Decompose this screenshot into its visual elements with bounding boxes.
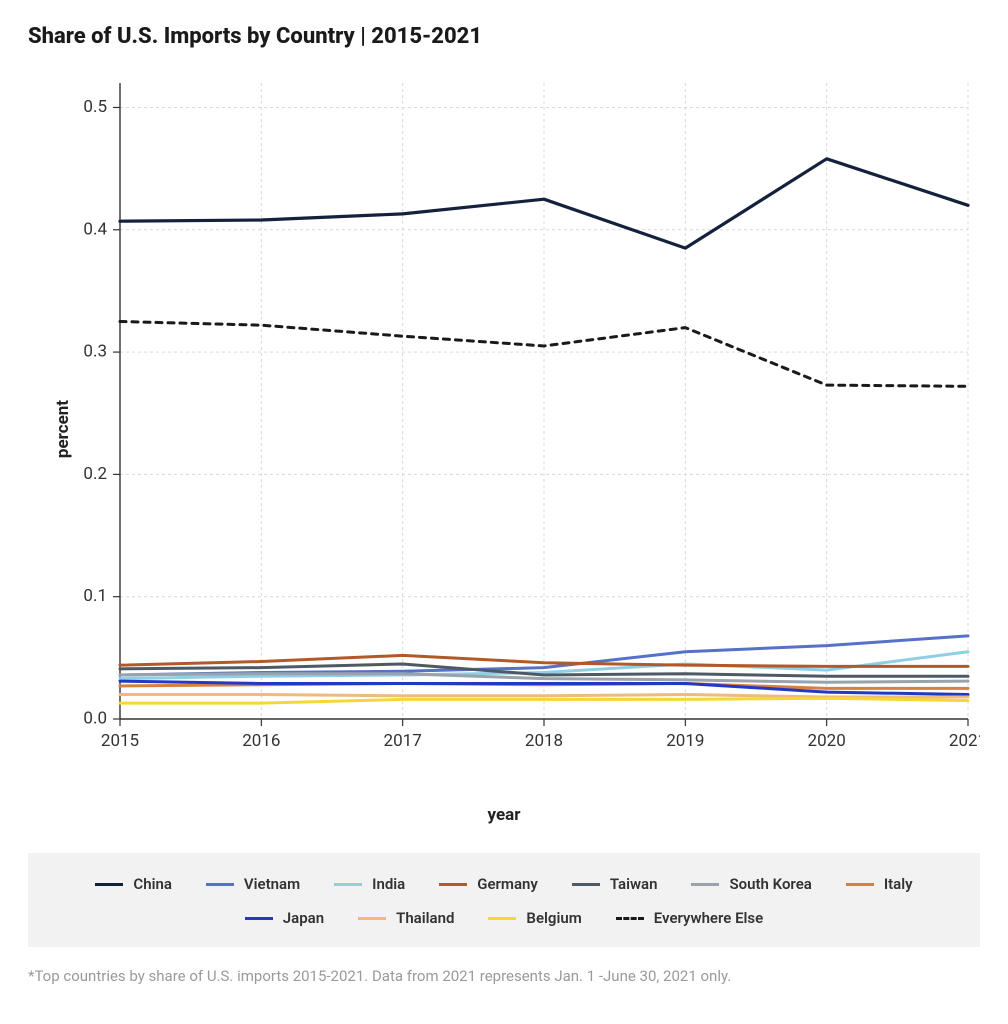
legend-item: India: [334, 875, 405, 893]
legend-swatch: [572, 883, 600, 886]
legend-label: India: [372, 875, 405, 893]
svg-text:0.0: 0.0: [83, 708, 107, 728]
legend-item: China: [95, 875, 172, 893]
line-chart-svg: 0.0 0.1 0.2 0.3 0.4 0.5 2015 2016 2017 2018 2019 20…: [28, 69, 980, 789]
legend-swatch: [691, 883, 719, 886]
plot-area: percent 0.0 0.1 0.2 0.3 0.4 0.5 2015 2016 2017 20…: [28, 69, 980, 789]
legend-row: Japan Thailand Belgium Everywhere Else: [48, 909, 960, 927]
legend-swatch: [616, 917, 644, 920]
legend-item: Germany: [439, 875, 538, 893]
svg-text:2017: 2017: [384, 731, 422, 751]
legend-label: Italy: [884, 875, 913, 893]
legend-label: South Korea: [729, 875, 811, 893]
svg-text:2015: 2015: [101, 731, 139, 751]
svg-text:2021: 2021: [949, 731, 980, 751]
svg-text:0.1: 0.1: [83, 586, 107, 606]
legend-label: Taiwan: [610, 875, 658, 893]
svg-text:2018: 2018: [525, 731, 563, 751]
x-axis-label: year: [28, 805, 980, 825]
legend-swatch: [846, 883, 874, 886]
legend-row: China Vietnam India Germany Taiwan South Kore…: [48, 875, 960, 893]
legend-swatch: [206, 883, 234, 886]
legend-label: Belgium: [526, 909, 581, 927]
legend-label: Germany: [477, 875, 538, 893]
legend-item: Italy: [846, 875, 913, 893]
chart-title: Share of U.S. Imports by Country | 2015-…: [28, 24, 980, 49]
svg-text:0.3: 0.3: [83, 342, 107, 362]
svg-text:2019: 2019: [666, 731, 704, 751]
legend-item: Vietnam: [206, 875, 300, 893]
legend-swatch: [439, 883, 467, 886]
svg-text:0.5: 0.5: [83, 97, 107, 117]
legend-label: Japan: [283, 909, 324, 927]
legend-swatch: [488, 917, 516, 920]
svg-text:2020: 2020: [808, 731, 846, 751]
svg-text:0.2: 0.2: [83, 464, 107, 484]
series-line: [120, 695, 968, 697]
legend: China Vietnam India Germany Taiwan South Kore…: [28, 853, 980, 947]
legend-item: Everywhere Else: [616, 909, 763, 927]
legend-swatch: [95, 883, 123, 886]
legend-item: Taiwan: [572, 875, 658, 893]
legend-item: South Korea: [691, 875, 811, 893]
legend-label: China: [133, 875, 172, 893]
svg-text:2016: 2016: [242, 731, 280, 751]
legend-label: Thailand: [396, 909, 454, 927]
legend-item: Belgium: [488, 909, 581, 927]
legend-swatch: [245, 917, 273, 920]
footnote: *Top countries by share of U.S. imports …: [28, 967, 980, 985]
chart-container: percent 0.0 0.1 0.2 0.3 0.4 0.5 2015 2016 2017 20…: [28, 69, 980, 947]
y-axis-label: percent: [53, 400, 73, 458]
legend-item: Thailand: [358, 909, 454, 927]
legend-swatch: [358, 917, 386, 920]
legend-swatch: [334, 883, 362, 886]
legend-label: Everywhere Else: [654, 909, 763, 927]
legend-label: Vietnam: [244, 875, 300, 893]
legend-item: Japan: [245, 909, 324, 927]
svg-text:0.4: 0.4: [83, 219, 107, 239]
